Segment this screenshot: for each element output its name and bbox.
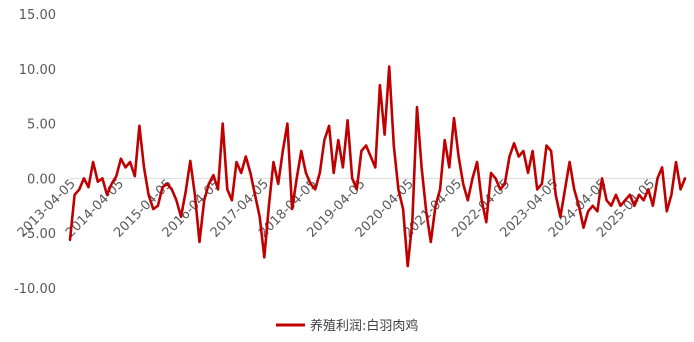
y-tick-label: 5.00 [27,118,56,133]
y-tick-label: 0.00 [27,172,56,187]
y-axis-labels: 15.00 10.00 5.00 0.00 -5.00 -10.00 [14,8,56,297]
legend: 养殖利润:白羽肉鸡 [276,318,418,334]
y-tick-label: -10.00 [14,282,56,297]
y-tick-label: 10.00 [19,63,56,78]
legend-label: 养殖利润:白羽肉鸡 [310,318,418,334]
y-tick-label: -5.00 [22,227,56,242]
series-line-white-feather-broiler-profit [68,65,687,268]
y-tick-label: 15.00 [19,8,56,23]
